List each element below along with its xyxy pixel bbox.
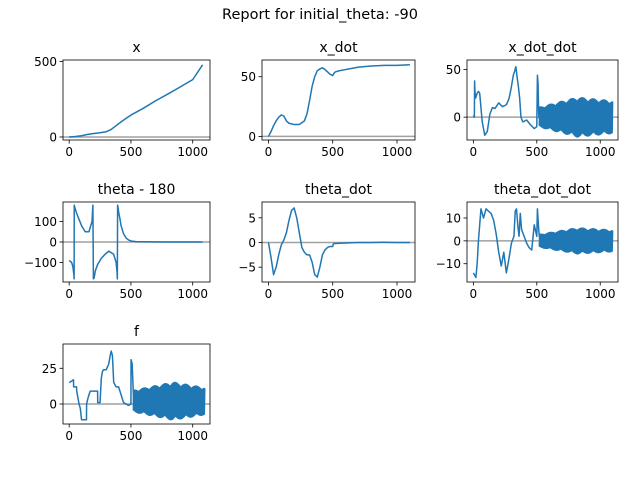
subplot-title: x_dot_dot	[508, 40, 577, 56]
subplot-title: f	[134, 324, 140, 340]
axes-frame	[62, 59, 211, 141]
axes-frame	[466, 59, 619, 141]
y-tick-label: 0	[49, 236, 57, 250]
x-tick-label: 500	[119, 429, 142, 443]
axes-frame	[261, 59, 416, 141]
series-line	[69, 64, 204, 138]
subplot-theta-dot: theta_dot 0 500 1000 −5 0 5	[238, 182, 416, 301]
x-tick-label: 1000	[177, 145, 208, 159]
y-tick-label: 5	[248, 211, 256, 225]
x-tick-label: 500	[119, 287, 142, 301]
y-tick-label: 25	[42, 362, 57, 376]
y-tick-label: 0	[453, 234, 461, 248]
subplot-title: x	[132, 40, 140, 56]
x-tick-label: 500	[525, 287, 548, 301]
y-tick-label: 10	[446, 212, 461, 226]
figure-title: Report for initial_theta: -90	[222, 7, 418, 23]
subplot-theta-minus-180: theta - 180 0 500 1000 −100 0 100	[24, 182, 211, 301]
subplot-title: theta - 180	[98, 182, 176, 198]
axes-frame	[466, 201, 619, 283]
x-tick-label: 1000	[177, 287, 208, 301]
y-tick-label: 0	[49, 130, 57, 144]
axes-frame	[261, 201, 416, 283]
series-line	[267, 207, 410, 278]
x-tick-label: 500	[119, 145, 142, 159]
series-line	[267, 64, 410, 137]
y-tick-label: 0	[49, 398, 57, 412]
y-tick-label: 0	[248, 130, 256, 144]
subplot-title: theta_dot	[305, 182, 372, 198]
y-tick-label: 50	[241, 70, 256, 84]
subplot-theta-dot-dot: theta_dot_dot 0 500 1000 −10 0 10	[436, 182, 619, 301]
x-tick-label: 0	[470, 145, 478, 159]
subplot-title: theta_dot_dot	[494, 182, 591, 198]
subplot-f: f 0 500 1000 0 25	[42, 324, 211, 443]
y-tick-label: 100	[34, 215, 57, 229]
y-tick-label: 50	[446, 63, 461, 77]
series-line	[68, 204, 203, 280]
subplot-x-dot: x_dot 0 500 1000 0 50	[241, 40, 416, 159]
subplot-x-dot-dot: x_dot_dot 0 500 1000 0 50	[446, 40, 619, 159]
x-tick-label: 0	[65, 287, 73, 301]
axes-frame	[62, 343, 211, 425]
y-tick-label: −100	[24, 256, 57, 270]
x-tick-label: 1000	[177, 429, 208, 443]
series-line	[472, 65, 614, 138]
x-tick-label: 0	[470, 287, 478, 301]
series-line	[68, 350, 206, 421]
y-tick-label: −10	[436, 257, 461, 271]
series-line	[472, 208, 614, 279]
y-tick-label: 0	[453, 111, 461, 125]
x-tick-label: 0	[65, 429, 73, 443]
x-tick-label: 0	[265, 145, 273, 159]
x-tick-label: 0	[65, 145, 73, 159]
x-tick-label: 500	[321, 287, 344, 301]
subplot-x: x 0 500 1000 0 500	[34, 40, 211, 159]
x-tick-label: 500	[525, 145, 548, 159]
x-tick-label: 1000	[382, 287, 413, 301]
x-tick-label: 1000	[585, 145, 616, 159]
x-tick-label: 1000	[382, 145, 413, 159]
y-tick-label: 500	[34, 55, 57, 69]
y-tick-label: 0	[248, 236, 256, 250]
y-tick-label: −5	[238, 261, 256, 275]
x-tick-label: 1000	[585, 287, 616, 301]
x-tick-label: 500	[321, 145, 344, 159]
x-tick-label: 0	[265, 287, 273, 301]
subplot-title: x_dot	[319, 40, 358, 56]
